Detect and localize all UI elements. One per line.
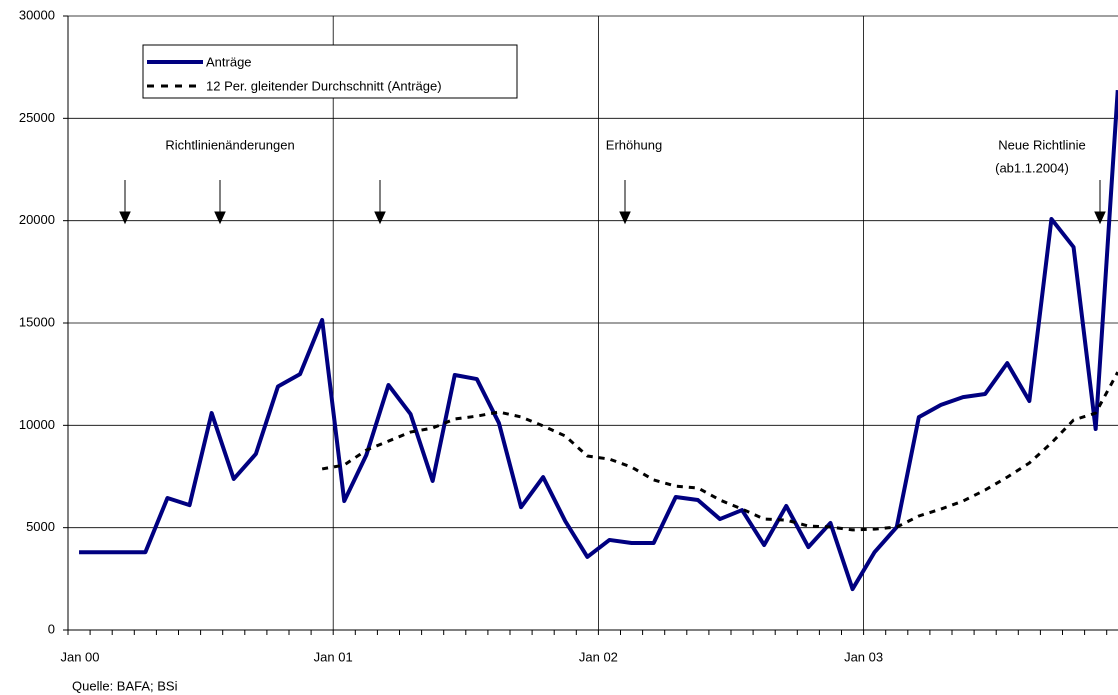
y-tick-label: 0 — [48, 621, 55, 636]
series-line — [79, 89, 1118, 592]
legend-label: Anträge — [206, 54, 252, 69]
annotation: Erhöhung — [606, 137, 662, 152]
y-tick-label: 25000 — [19, 110, 55, 125]
legend — [142, 44, 518, 99]
y-tick-label: 20000 — [19, 212, 55, 227]
y-tick-label: 5000 — [26, 519, 55, 534]
annotation: Richtlinienänderungen — [165, 137, 294, 152]
x-tick-label: Jan 03 — [844, 649, 883, 664]
x-tick-label: Jan 02 — [579, 649, 618, 664]
y-tick-label: 10000 — [19, 417, 55, 432]
legend-label: 12 Per. gleitender Durchschnitt (Anträge… — [206, 78, 442, 93]
y-tick-label: 15000 — [19, 314, 55, 329]
y-tick-label: 30000 — [19, 7, 55, 22]
annotation: (ab1.1.2004) — [995, 160, 1069, 175]
series-line — [321, 371, 1118, 532]
source: Quelle: BAFA; BSi — [72, 678, 178, 693]
arrows — [119, 180, 1106, 225]
annotation: Neue Richtlinie — [998, 137, 1085, 152]
x-tick-label: Jan 00 — [60, 649, 99, 664]
x-tick-label: Jan 01 — [314, 649, 353, 664]
